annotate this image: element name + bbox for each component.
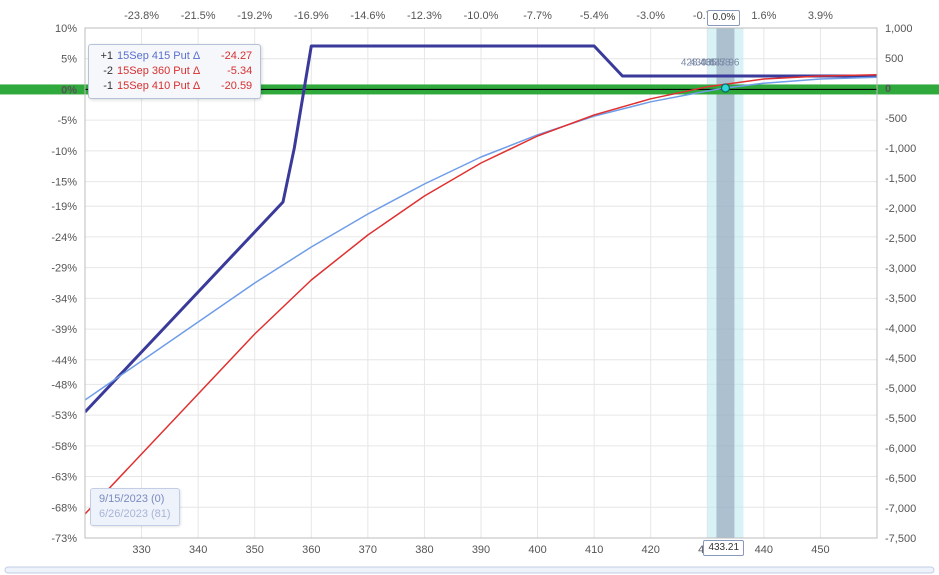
right-axis-tick: 1,000 (885, 23, 913, 35)
date-legend-row: 9/15/2023 (0) (99, 492, 171, 507)
left-axis-tick: 0% (61, 84, 77, 96)
price-band-inner (716, 28, 734, 538)
left-axis-tick: -58% (51, 441, 77, 453)
bottom-scrollbar[interactable] (5, 567, 934, 573)
left-axis-tick: -19% (51, 201, 77, 213)
bottom-axis-tick: 390 (472, 544, 490, 556)
bottom-axis-tick: 330 (132, 544, 150, 556)
right-axis-tick: -5,000 (885, 383, 916, 395)
left-axis-tick: -10% (51, 146, 77, 158)
right-axis-tick: -3,500 (885, 293, 916, 305)
legend-delta-value: -5.34 (208, 64, 252, 79)
top-axis-tick: -7.7% (523, 10, 552, 22)
top-axis-tick: -12.3% (407, 10, 442, 22)
left-axis-tick: -44% (51, 355, 77, 367)
band-price-label: 437.96 (709, 58, 740, 69)
top-axis-tick: -16.9% (294, 10, 329, 22)
bottom-axis-tick: 360 (302, 544, 320, 556)
left-axis-tick: 10% (55, 23, 77, 35)
legend-contract-label: 15Sep 410 Put Δ (117, 79, 200, 94)
positions-legend: +1 15Sep 415 Put Δ -24.27 -2 15Sep 360 Put Δ… (88, 44, 261, 99)
legend-contract-label: 15Sep 415 Put Δ (117, 49, 200, 64)
legend-delta-value: -20.59 (208, 79, 252, 94)
right-axis-tick: -5,500 (885, 413, 916, 425)
left-axis-tick: -15% (51, 177, 77, 189)
legend-qty: -1 (95, 79, 113, 94)
left-axis-tick: -24% (51, 232, 77, 244)
top-axis-tick: -10.0% (464, 10, 499, 22)
top-axis-tick: -5.4% (580, 10, 609, 22)
right-axis-tick: -2,000 (885, 203, 916, 215)
left-axis-tick: -73% (51, 533, 77, 545)
legend-qty: +1 (95, 49, 113, 64)
right-axis-tick: -1,000 (885, 143, 916, 155)
right-axis-tick: -500 (885, 113, 907, 125)
top-axis-tick: -23.8% (124, 10, 159, 22)
bottom-axis-tick: 400 (528, 544, 546, 556)
bottom-axis-tick: 340 (189, 544, 207, 556)
top-pct-highlight: 0.0% (707, 10, 740, 26)
right-axis-tick: -1,500 (885, 173, 916, 185)
top-axis-tick: 1.6% (751, 10, 776, 22)
legend-row: -1 15Sep 410 Put Δ -20.59 (95, 79, 252, 94)
legend-row: +1 15Sep 415 Put Δ -24.27 (95, 49, 252, 64)
top-axis-tick: -21.5% (181, 10, 216, 22)
right-axis-tick: -4,000 (885, 323, 916, 335)
bottom-price-highlight: 433.21 (703, 540, 744, 556)
right-axis-tick: -6,500 (885, 473, 916, 485)
legend-delta-value: -24.27 (208, 49, 252, 64)
bottom-axis-tick: 440 (755, 544, 773, 556)
left-axis-tick: -53% (51, 410, 77, 422)
left-axis-tick: -68% (51, 502, 77, 514)
right-axis-tick: -7,000 (885, 503, 916, 515)
left-axis-tick: -5% (57, 115, 77, 127)
current-price-marker (721, 84, 729, 92)
date-legend-row: 6/26/2023 (81) (99, 507, 171, 522)
left-axis-tick: 5% (61, 54, 77, 66)
bottom-axis-tick: 420 (642, 544, 660, 556)
top-axis-tick: -19.2% (237, 10, 272, 22)
top-axis-tick: -3.0% (636, 10, 665, 22)
legend-contract-label: 15Sep 360 Put Δ (117, 64, 200, 79)
left-axis-tick: -39% (51, 324, 77, 336)
right-axis-tick: -2,500 (885, 233, 916, 245)
legend-row: -2 15Sep 360 Put Δ -5.34 (95, 64, 252, 79)
bottom-axis-tick: 350 (246, 544, 264, 556)
left-axis-tick: -63% (51, 472, 77, 484)
bottom-axis-tick: 410 (585, 544, 603, 556)
right-axis-tick: -7,500 (885, 533, 916, 545)
bottom-axis-tick: 370 (359, 544, 377, 556)
top-axis-tick: 3.9% (808, 10, 833, 22)
date-legend: 9/15/2023 (0)6/26/2023 (81) (90, 488, 180, 526)
left-axis-tick: -48% (51, 379, 77, 391)
right-axis-tick: 500 (885, 53, 903, 65)
legend-qty: -2 (95, 64, 113, 79)
top-axis-tick: -14.6% (350, 10, 385, 22)
right-axis-tick: -3,000 (885, 263, 916, 275)
left-axis-tick: -34% (51, 293, 77, 305)
bottom-axis-tick: 380 (415, 544, 433, 556)
right-axis-tick: 0 (885, 83, 891, 95)
right-axis-tick: -4,500 (885, 353, 916, 365)
right-axis-tick: -6,000 (885, 443, 916, 455)
left-axis-tick: -29% (51, 263, 77, 275)
bottom-axis-tick: 450 (811, 544, 829, 556)
